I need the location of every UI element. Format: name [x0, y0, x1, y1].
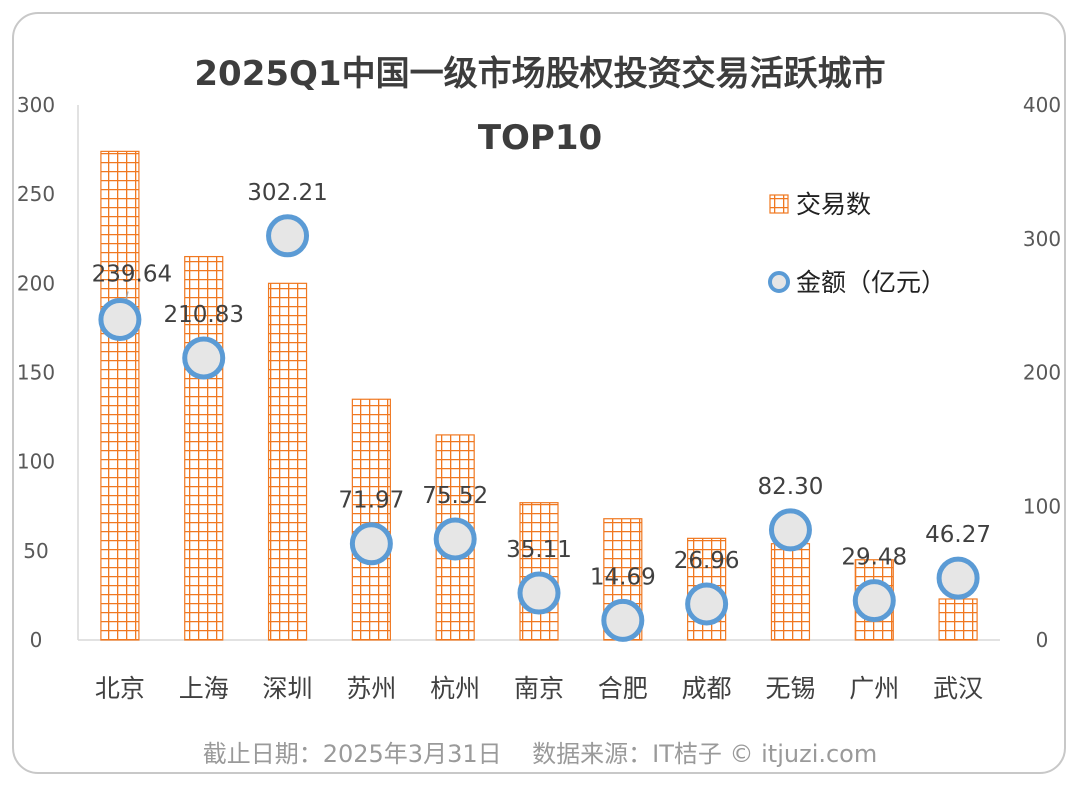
x-tick-label: 杭州	[430, 674, 480, 703]
data-label-amount: 29.48	[841, 545, 907, 571]
y-left-tick-label: 0	[30, 628, 43, 652]
y-right-tick-label: 100	[1023, 494, 1061, 518]
y-right-tick-label: 300	[1023, 227, 1061, 251]
data-label-amount: 14.69	[590, 564, 656, 590]
footer-source: 数据来源：IT桔子 © itjuzi.com	[532, 740, 878, 768]
x-tick-label: 武汉	[933, 674, 983, 703]
marker-南京	[517, 571, 561, 615]
marker-上海	[182, 336, 226, 380]
legend-swatch-markers	[768, 271, 790, 293]
data-label-amount: 239.64	[92, 261, 172, 287]
x-tick-label: 成都	[682, 674, 732, 703]
marker-广州	[852, 579, 896, 623]
y-left-tick-label: 200	[17, 271, 55, 295]
marker-北京	[98, 297, 142, 341]
data-label-amount: 302.21	[247, 180, 327, 206]
x-tick-label: 广州	[849, 674, 899, 703]
marker-苏州	[349, 522, 393, 566]
legend-label-markers: 金额（亿元）	[796, 268, 946, 297]
y-left-tick-label: 250	[17, 182, 55, 206]
footer-date: 截止日期：2025年3月31日	[202, 740, 502, 768]
marker-武汉	[936, 556, 980, 600]
x-tick-label: 北京	[95, 674, 145, 703]
y-right-tick-label: 200	[1023, 361, 1061, 385]
bar-南京	[519, 502, 559, 641]
x-tick-label: 无锡	[765, 674, 815, 703]
y-right-tick-label: 400	[1023, 93, 1061, 117]
y-left-tick-label: 100	[17, 450, 55, 474]
bar-上海	[184, 255, 224, 641]
legend-swatch-bars	[769, 194, 789, 214]
bar-无锡	[770, 543, 811, 641]
data-label-amount: 82.30	[758, 474, 824, 500]
x-tick-label: 合肥	[598, 674, 648, 703]
y-left-tick-label: 300	[17, 93, 55, 117]
bar-武汉	[938, 598, 978, 641]
bar-苏州	[351, 398, 391, 641]
marker-成都	[685, 582, 729, 626]
y-left-tick-label: 150	[17, 361, 55, 385]
footer: 截止日期：2025年3月31日 数据来源：IT桔子 © itjuzi.com	[0, 734, 1080, 769]
x-tick-label: 苏州	[346, 674, 396, 703]
data-label-amount: 46.27	[925, 522, 991, 548]
bar-深圳	[267, 282, 308, 641]
y-right-tick-label: 0	[1036, 628, 1049, 652]
chart-title-line1: 2025Q1中国一级市场股权投资交易活跃城市	[194, 54, 886, 94]
data-label-amount: 210.83	[163, 302, 243, 328]
data-label-amount: 75.52	[422, 483, 488, 509]
data-label-amount: 71.97	[338, 488, 404, 514]
chart-title-line2: TOP10	[477, 118, 603, 158]
y-left-tick-label: 50	[23, 539, 48, 563]
data-label-amount: 35.11	[506, 537, 572, 563]
marker-合肥	[601, 598, 645, 642]
data-label-amount: 26.96	[674, 548, 740, 574]
legend-label-bars: 交易数	[796, 190, 871, 219]
x-tick-label: 南京	[514, 674, 564, 703]
marker-深圳	[266, 214, 310, 258]
marker-无锡	[768, 508, 812, 552]
x-tick-label: 深圳	[263, 674, 313, 703]
marker-杭州	[433, 517, 477, 561]
bar-北京	[100, 150, 140, 641]
x-tick-label: 上海	[179, 674, 229, 703]
